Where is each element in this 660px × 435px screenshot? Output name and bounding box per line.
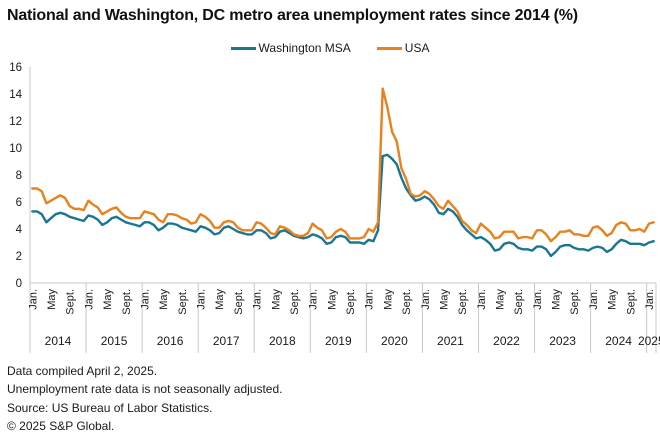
svg-text:Jan.: Jan. — [476, 289, 488, 310]
svg-text:0: 0 — [16, 278, 22, 290]
svg-text:May: May — [214, 289, 226, 310]
svg-text:May: May — [158, 289, 170, 310]
usa-line-swatch — [376, 46, 402, 50]
svg-text:May: May — [438, 289, 450, 310]
svg-text:Jan.: Jan. — [252, 289, 264, 310]
chart-title: National and Washington, DC metro area u… — [7, 7, 578, 24]
svg-text:Sept.: Sept. — [233, 289, 245, 315]
svg-text:Sept.: Sept. — [65, 289, 77, 315]
washington-msa-line-swatch — [230, 46, 256, 50]
svg-text:Jan.: Jan. — [420, 289, 432, 310]
legend-item-washington-msa: Washington MSA — [230, 41, 351, 55]
svg-text:2021: 2021 — [437, 334, 464, 348]
legend-label-washington-msa: Washington MSA — [258, 41, 351, 55]
footnote-seasonal-adjustment: Unemployment rate data is not seasonally… — [7, 382, 283, 397]
svg-text:May: May — [382, 289, 394, 310]
svg-text:Jan.: Jan. — [308, 289, 320, 310]
svg-text:2: 2 — [16, 251, 22, 263]
svg-text:Jan.: Jan. — [644, 289, 656, 310]
svg-text:8: 8 — [16, 170, 22, 182]
svg-text:Jan.: Jan. — [532, 289, 544, 310]
svg-text:Jan.: Jan. — [364, 289, 376, 310]
svg-text:Sept.: Sept. — [177, 289, 189, 315]
svg-text:2022: 2022 — [493, 334, 520, 348]
svg-text:Sept.: Sept. — [401, 289, 413, 315]
svg-text:2025: 2025 — [638, 334, 660, 348]
svg-text:Sept.: Sept. — [625, 289, 637, 315]
svg-text:2015: 2015 — [101, 334, 128, 348]
legend-item-usa: USA — [376, 41, 430, 55]
svg-text:2019: 2019 — [325, 334, 352, 348]
svg-text:2018: 2018 — [269, 334, 296, 348]
svg-text:Jan.: Jan. — [140, 289, 152, 310]
svg-text:May: May — [551, 289, 563, 310]
svg-text:2016: 2016 — [157, 334, 184, 348]
svg-text:Jan.: Jan. — [27, 289, 39, 310]
svg-text:14: 14 — [9, 89, 22, 101]
svg-text:10: 10 — [9, 143, 22, 155]
svg-text:2020: 2020 — [381, 334, 408, 348]
legend-label-usa: USA — [404, 41, 430, 55]
svg-text:May: May — [607, 289, 619, 310]
svg-text:May: May — [326, 289, 338, 310]
svg-text:May: May — [102, 289, 114, 310]
svg-text:Sept.: Sept. — [457, 289, 469, 315]
svg-text:Jan.: Jan. — [196, 289, 208, 310]
chart-footnotes: Data compiled April 2, 2025. Unemploymen… — [7, 362, 653, 435]
svg-text:Jan.: Jan. — [83, 289, 95, 310]
svg-text:May: May — [270, 289, 282, 310]
footnote-source: Source: US Bureau of Labor Statistics. — [7, 400, 213, 415]
svg-text:6: 6 — [16, 197, 22, 209]
svg-text:12: 12 — [9, 116, 22, 128]
svg-text:Sept.: Sept. — [513, 289, 525, 315]
svg-text:Jan.: Jan. — [588, 289, 600, 310]
svg-text:Sept.: Sept. — [121, 289, 133, 315]
svg-text:2024: 2024 — [605, 334, 632, 348]
svg-text:2014: 2014 — [45, 334, 72, 348]
chart-legend: Washington MSA USA — [0, 41, 660, 55]
svg-text:2017: 2017 — [213, 334, 240, 348]
unemployment-line-chart: 0 2 4 6 8 10 12 14 16 Jan. May Sept. 2014 Jan. May Sept… — [9, 62, 660, 353]
svg-text:May: May — [495, 289, 507, 310]
svg-text:May: May — [46, 289, 58, 310]
svg-text:4: 4 — [16, 224, 23, 236]
svg-text:2023: 2023 — [549, 334, 576, 348]
footnote-data-compiled: Data compiled April 2, 2025. — [7, 364, 158, 378]
footnote-copyright: © 2025 S&P Global. — [7, 418, 115, 433]
svg-text:Sept.: Sept. — [569, 289, 581, 315]
svg-text:Sept.: Sept. — [289, 289, 301, 315]
svg-text:16: 16 — [9, 62, 22, 74]
svg-text:Sept.: Sept. — [345, 289, 357, 315]
